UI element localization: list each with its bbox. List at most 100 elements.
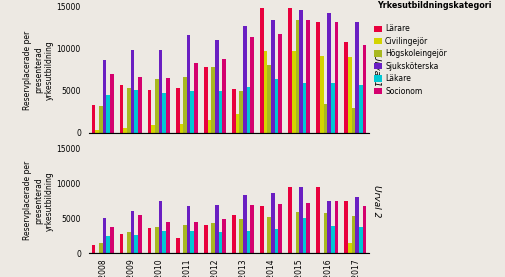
Bar [106,236,110,253]
Bar [91,105,95,133]
Bar [242,26,246,133]
Bar [306,203,310,253]
Bar [330,226,334,253]
Bar [295,212,298,253]
Bar [183,77,186,133]
Bar [120,85,123,133]
Bar [239,219,242,253]
Text: Urval 1: Urval 1 [372,54,380,86]
Bar [106,95,110,133]
Y-axis label: Reservplacerade per
presenterad
yrkesutbildning: Reservplacerade per presenterad yrkesutb… [23,161,54,240]
Bar [327,13,330,133]
Bar [127,88,130,133]
Bar [120,234,123,253]
Bar [302,218,306,253]
Bar [218,232,222,253]
Bar [355,197,358,253]
Bar [235,114,239,133]
Bar [327,201,330,253]
Text: Urval 2: Urval 2 [372,185,380,217]
Bar [246,231,250,253]
Bar [215,40,218,133]
Bar [246,87,250,133]
Bar [159,201,162,253]
Bar [263,51,267,133]
Bar [151,125,155,133]
Bar [232,215,235,253]
Bar [147,228,151,253]
Bar [316,187,319,253]
Bar [134,235,138,253]
Bar [222,59,225,133]
Bar [323,104,327,133]
Bar [358,85,362,133]
Bar [194,222,197,253]
Bar [274,79,278,133]
Bar [334,22,337,133]
Bar [232,89,235,133]
Bar [288,188,291,253]
Bar [91,245,95,253]
Bar [130,211,134,253]
Bar [95,130,99,133]
Bar [260,8,263,133]
Legend: Lärare, Civilingejör, Högskoleingejör, Sjuksköterska, Läkare, Socionom: Lärare, Civilingejör, Högskoleingejör, S… [374,24,446,96]
Bar [242,194,246,253]
Bar [347,57,351,133]
Bar [250,205,254,253]
Bar [183,225,186,253]
Bar [147,90,151,133]
Bar [351,108,355,133]
Bar [319,56,323,133]
Bar [110,74,113,133]
Bar [190,231,194,253]
Bar [288,8,291,133]
Bar [103,218,106,253]
Bar [302,83,306,133]
Bar [344,42,347,133]
Bar [211,67,215,133]
Bar [271,20,274,133]
Bar [204,66,207,133]
Bar [123,128,127,133]
Bar [334,201,337,253]
Bar [250,37,254,133]
Bar [166,78,169,133]
Bar [323,214,327,253]
Bar [162,93,166,133]
Bar [267,65,271,133]
Bar [274,229,278,253]
Bar [176,88,179,133]
Bar [215,205,218,253]
Bar [166,222,169,253]
Bar [306,19,310,133]
Text: Yrkesutbildningskategori: Yrkesutbildningskategori [376,1,490,9]
Bar [138,215,141,253]
Bar [362,206,366,253]
Bar [127,232,130,253]
Y-axis label: Reservplacerade per
presenterad
yrkesutbildning: Reservplacerade per presenterad yrkesutb… [23,30,54,110]
Bar [186,35,190,133]
Bar [316,22,319,133]
Bar [207,120,211,133]
Bar [344,201,347,253]
Bar [351,216,355,253]
Bar [159,50,162,133]
Bar [103,60,106,133]
Bar [138,77,141,133]
Bar [355,22,358,133]
Bar [260,206,263,253]
Bar [194,63,197,133]
Bar [239,91,242,133]
Bar [155,79,159,133]
Bar [186,206,190,253]
Bar [347,243,351,253]
Bar [291,51,295,133]
Bar [110,227,113,253]
Bar [162,231,166,253]
Bar [330,83,334,133]
Bar [204,225,207,253]
Bar [295,19,298,133]
Bar [218,91,222,133]
Bar [362,45,366,133]
